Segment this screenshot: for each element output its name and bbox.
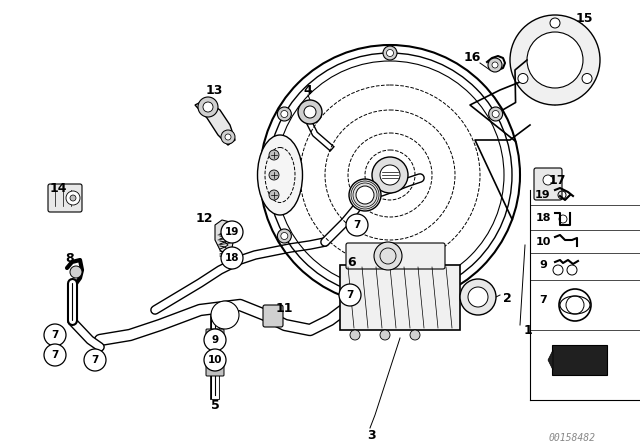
Circle shape	[221, 247, 243, 269]
Text: 7: 7	[92, 355, 99, 365]
Text: 7: 7	[51, 330, 59, 340]
Text: 9: 9	[539, 260, 547, 270]
Text: 2: 2	[502, 292, 511, 305]
Circle shape	[383, 46, 397, 60]
Text: 11: 11	[275, 302, 292, 314]
Circle shape	[346, 214, 368, 236]
FancyBboxPatch shape	[552, 345, 607, 375]
Circle shape	[269, 170, 279, 180]
FancyBboxPatch shape	[48, 184, 82, 212]
Circle shape	[380, 165, 400, 185]
Text: 13: 13	[205, 83, 223, 96]
Circle shape	[70, 195, 76, 201]
Circle shape	[510, 15, 600, 105]
Circle shape	[203, 102, 213, 112]
Circle shape	[356, 186, 374, 204]
Ellipse shape	[257, 135, 303, 215]
Circle shape	[349, 179, 381, 211]
Text: 9: 9	[211, 335, 219, 345]
Polygon shape	[215, 220, 235, 255]
Circle shape	[387, 49, 394, 56]
Circle shape	[44, 344, 66, 366]
Circle shape	[298, 100, 322, 124]
Circle shape	[211, 301, 239, 329]
Polygon shape	[195, 100, 235, 145]
Text: 12: 12	[195, 211, 212, 224]
Text: 10: 10	[535, 237, 550, 247]
FancyBboxPatch shape	[263, 305, 283, 327]
Circle shape	[269, 190, 279, 200]
Text: 7: 7	[346, 290, 354, 300]
Circle shape	[460, 279, 496, 315]
Circle shape	[350, 330, 360, 340]
Text: 8: 8	[66, 251, 74, 264]
Circle shape	[281, 111, 288, 117]
FancyBboxPatch shape	[340, 265, 460, 330]
Circle shape	[304, 106, 316, 118]
Circle shape	[518, 73, 528, 83]
Circle shape	[70, 266, 82, 278]
Text: 16: 16	[463, 51, 481, 64]
Circle shape	[198, 97, 218, 117]
Circle shape	[281, 233, 288, 240]
Circle shape	[277, 107, 291, 121]
Circle shape	[527, 32, 583, 88]
Circle shape	[84, 349, 106, 371]
Circle shape	[372, 157, 408, 193]
Text: 18: 18	[225, 253, 239, 263]
Circle shape	[488, 58, 502, 72]
Circle shape	[221, 130, 235, 144]
Text: 19: 19	[225, 227, 239, 237]
Text: 00158482: 00158482	[548, 433, 595, 443]
Text: 3: 3	[367, 428, 375, 441]
FancyBboxPatch shape	[206, 364, 224, 376]
Circle shape	[339, 284, 361, 306]
Text: 10: 10	[208, 355, 222, 365]
FancyBboxPatch shape	[206, 329, 224, 341]
Circle shape	[582, 73, 592, 83]
Circle shape	[277, 229, 291, 243]
Circle shape	[225, 134, 231, 140]
Circle shape	[204, 329, 226, 351]
Circle shape	[374, 242, 402, 270]
Circle shape	[489, 107, 502, 121]
Text: 17: 17	[548, 173, 566, 186]
Text: 1: 1	[524, 323, 532, 336]
Circle shape	[468, 287, 488, 307]
Circle shape	[543, 175, 553, 185]
Text: 5: 5	[211, 399, 220, 412]
Circle shape	[492, 62, 498, 68]
Text: 4: 4	[303, 83, 312, 96]
Text: 7: 7	[51, 350, 59, 360]
Circle shape	[66, 191, 80, 205]
Circle shape	[380, 330, 390, 340]
Text: 6: 6	[348, 255, 356, 268]
Text: 15: 15	[575, 12, 593, 25]
Text: 7: 7	[353, 220, 361, 230]
Circle shape	[410, 330, 420, 340]
Text: 7: 7	[539, 295, 547, 305]
Circle shape	[221, 221, 243, 243]
FancyBboxPatch shape	[346, 243, 445, 269]
Text: 18: 18	[535, 213, 551, 223]
Text: 19: 19	[535, 190, 551, 200]
FancyBboxPatch shape	[534, 168, 562, 200]
Circle shape	[44, 324, 66, 346]
Circle shape	[204, 349, 226, 371]
Circle shape	[269, 150, 279, 160]
Circle shape	[550, 18, 560, 28]
Circle shape	[492, 111, 499, 117]
Polygon shape	[548, 350, 553, 370]
Text: 14: 14	[49, 181, 67, 194]
